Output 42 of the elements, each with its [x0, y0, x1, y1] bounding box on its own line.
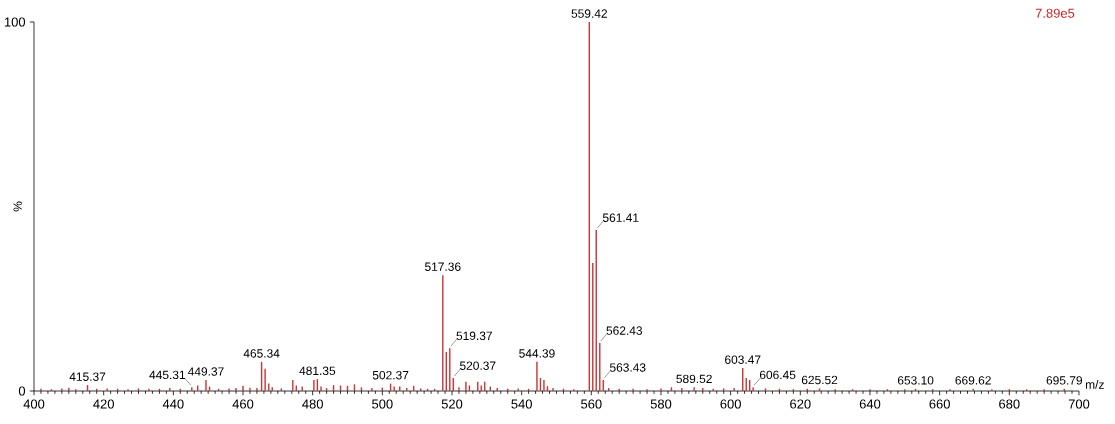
- annotation: 519.37: [456, 331, 492, 340]
- annotation: 603.47: [725, 355, 761, 364]
- x-tick-label: 600: [720, 399, 741, 409]
- y-tick-label: 100: [4, 17, 26, 27]
- x-tick-label: 540: [511, 399, 532, 409]
- x-tick-label: 400: [23, 399, 45, 409]
- annotation: 465.34: [243, 349, 280, 358]
- x-tick-label: 480: [302, 399, 323, 409]
- x-tick-label: 460: [232, 399, 254, 409]
- annotation: 481.35: [299, 366, 336, 375]
- annotation: 695.79: [1046, 376, 1083, 385]
- x-tick-label: 560: [581, 399, 602, 409]
- annotation: 589.52: [676, 374, 712, 384]
- annotation: 561.41: [602, 213, 639, 222]
- y-axis-title: %: [13, 201, 22, 212]
- annotation: 606.45: [759, 370, 796, 380]
- annotation: 415.37: [69, 372, 106, 381]
- x-tick-label: 500: [372, 399, 393, 409]
- x-tick-label: 620: [790, 399, 811, 409]
- annotation: 502.37: [372, 370, 409, 380]
- annotation: 653.10: [897, 376, 934, 385]
- x-tick-label: 420: [93, 399, 114, 409]
- x-axis-title: m/z: [1085, 380, 1104, 389]
- x-tick-label: 680: [999, 399, 1020, 409]
- annotation: 559.42: [571, 9, 607, 18]
- x-tick-label: 520: [441, 399, 463, 409]
- text: 7.89e5: [1035, 8, 1075, 18]
- annotation: 563.43: [609, 363, 646, 372]
- y-tick-label: 0: [18, 386, 26, 396]
- annotation: 445.31: [149, 370, 186, 380]
- x-tick-label: 640: [859, 399, 881, 409]
- x-tick-label: 700: [1068, 399, 1090, 409]
- x-tick-label: 440: [162, 399, 184, 409]
- annotation: 544.39: [519, 349, 555, 358]
- x-tick-label: 660: [929, 399, 950, 409]
- annotation: 669.62: [955, 376, 991, 385]
- annotation: 625.52: [801, 375, 838, 385]
- annotation: 520.37: [459, 361, 496, 370]
- x-tick-label: 580: [650, 399, 672, 409]
- annotation: 449.37: [187, 367, 224, 376]
- annotation: 517.36: [425, 262, 461, 271]
- annotation: 562.43: [606, 326, 643, 335]
